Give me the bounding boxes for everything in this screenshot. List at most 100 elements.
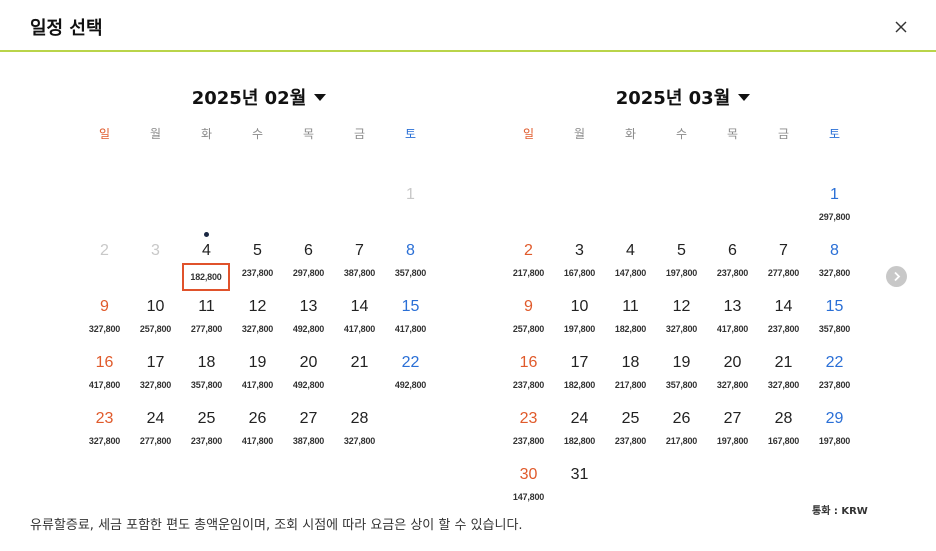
day-cell[interactable]: 10 257,800 [130,268,181,334]
day-cell[interactable]: 15 417,800 [385,268,436,334]
day-cell[interactable]: 19 357,800 [656,324,707,390]
day-cell[interactable]: 29 197,800 [809,380,860,446]
day-number: 28 [774,410,793,427]
day-number: 7 [779,242,788,259]
day-cell[interactable]: 6 297,800 [283,212,334,278]
day-cell[interactable]: 11 182,800 [605,268,656,334]
day-cell[interactable]: 24 277,800 [130,380,181,446]
day-number: 2 [524,242,533,259]
day-fare: 237,800 [614,436,647,446]
chevron-right-icon [894,271,901,282]
day-number: 3 [151,242,160,259]
day-number: 30 [519,466,538,483]
day-number: 5 [677,242,686,259]
day-cell[interactable]: 28 327,800 [334,380,385,446]
day-number: 6 [304,242,313,259]
weekday-label: 화 [624,127,637,141]
day-fare: 417,800 [343,324,376,334]
weekday-label: 수 [251,127,264,141]
day-number: 11 [198,298,215,315]
day-cell[interactable]: 21 327,800 [758,324,809,390]
day-cell[interactable]: 18 217,800 [605,324,656,390]
day-cell[interactable]: 12 327,800 [232,268,283,334]
day-cell[interactable]: 26 217,800 [656,380,707,446]
day-cell[interactable]: 8 357,800 [385,212,436,278]
day-cell[interactable]: 12 327,800 [656,268,707,334]
day-cell[interactable]: 25 237,800 [605,380,656,446]
day-cell[interactable]: 13 417,800 [707,268,758,334]
day-cell[interactable]: 9 257,800 [503,268,554,334]
day-cell[interactable]: 3 167,800 [554,212,605,278]
caret-down-icon [738,93,751,101]
day-cell[interactable]: 4 182,800 [181,212,232,291]
day-cell[interactable]: 14 417,800 [334,268,385,334]
day-cell[interactable]: 23 237,800 [503,380,554,446]
day-cell[interactable]: 30 147,800 [503,436,554,502]
day-number: 14 [774,298,793,315]
day-number: 16 [519,354,538,371]
close-button[interactable] [890,16,912,38]
day-cell[interactable]: 4 147,800 [605,212,656,278]
day-fare: 277,800 [767,268,800,278]
day-cell[interactable]: 1 297,800 [809,156,860,222]
day-number: 18 [197,354,216,371]
day-cell[interactable]: 22 237,800 [809,324,860,390]
day-number: 4 [626,242,635,259]
day-cell[interactable]: 7 277,800 [758,212,809,278]
day-fare: 147,800 [614,268,647,278]
day-number: 14 [350,298,369,315]
next-month-button[interactable] [886,266,907,287]
day-cell[interactable]: 19 417,800 [232,324,283,390]
day-cell: 1 [385,156,436,212]
day-cell[interactable]: 31 [554,436,605,492]
day-cell[interactable]: 27 197,800 [707,380,758,446]
month-selector[interactable]: 2025년 03월 [503,84,863,110]
day-fare: 387,800 [292,436,325,446]
weekday-label: 토 [828,127,841,141]
day-cell[interactable]: 20 327,800 [707,324,758,390]
day-fare: 217,800 [614,380,647,390]
day-cell[interactable]: 26 417,800 [232,380,283,446]
day-fare: 197,800 [716,436,749,446]
day-cell[interactable]: 28 167,800 [758,380,809,446]
day-cell[interactable]: 23 327,800 [79,380,130,446]
day-cell[interactable]: 17 182,800 [554,324,605,390]
day-fare: 327,800 [818,268,851,278]
day-cell[interactable]: 15 357,800 [809,268,860,334]
day-cell[interactable]: 6 237,800 [707,212,758,278]
day-fare: 277,800 [190,324,223,334]
day-cell[interactable]: 16 417,800 [79,324,130,390]
day-number: 18 [621,354,640,371]
weekday-label: 금 [353,127,366,141]
day-cell[interactable]: 21 [334,324,385,380]
day-cell[interactable]: 11 277,800 [181,268,232,334]
day-cell[interactable]: 14 237,800 [758,268,809,334]
day-cell[interactable]: 5 237,800 [232,212,283,278]
day-cell[interactable]: 8 327,800 [809,212,860,278]
day-cell[interactable]: 5 197,800 [656,212,707,278]
day-cell[interactable]: 25 237,800 [181,380,232,446]
day-cell[interactable]: 7 387,800 [334,212,385,278]
weekday-label: 목 [302,127,315,141]
day-fare: 237,800 [190,436,223,446]
day-cell[interactable]: 20 492,800 [283,324,334,390]
day-cell[interactable]: 18 357,800 [181,324,232,390]
day-cell[interactable]: 22 492,800 [385,324,436,390]
day-fare: 417,800 [241,380,274,390]
day-cell[interactable]: 9 327,800 [79,268,130,334]
weekday-label: 월 [149,127,162,141]
day-number: 13 [299,298,318,315]
day-cell[interactable]: 13 492,800 [283,268,334,334]
day-number: 3 [575,242,584,259]
day-cell[interactable]: 2 217,800 [503,212,554,278]
day-cell[interactable]: 27 387,800 [283,380,334,446]
day-cell[interactable]: 24 182,800 [554,380,605,446]
month-selector[interactable]: 2025년 02월 [79,84,439,110]
day-number: 15 [825,298,844,315]
day-cell[interactable]: 10 197,800 [554,268,605,334]
day-fare: 327,800 [241,324,274,334]
weekday-label: 월 [573,127,586,141]
day-cell[interactable]: 17 327,800 [130,324,181,390]
day-number: 24 [146,410,165,427]
day-cell[interactable]: 16 237,800 [503,324,554,390]
